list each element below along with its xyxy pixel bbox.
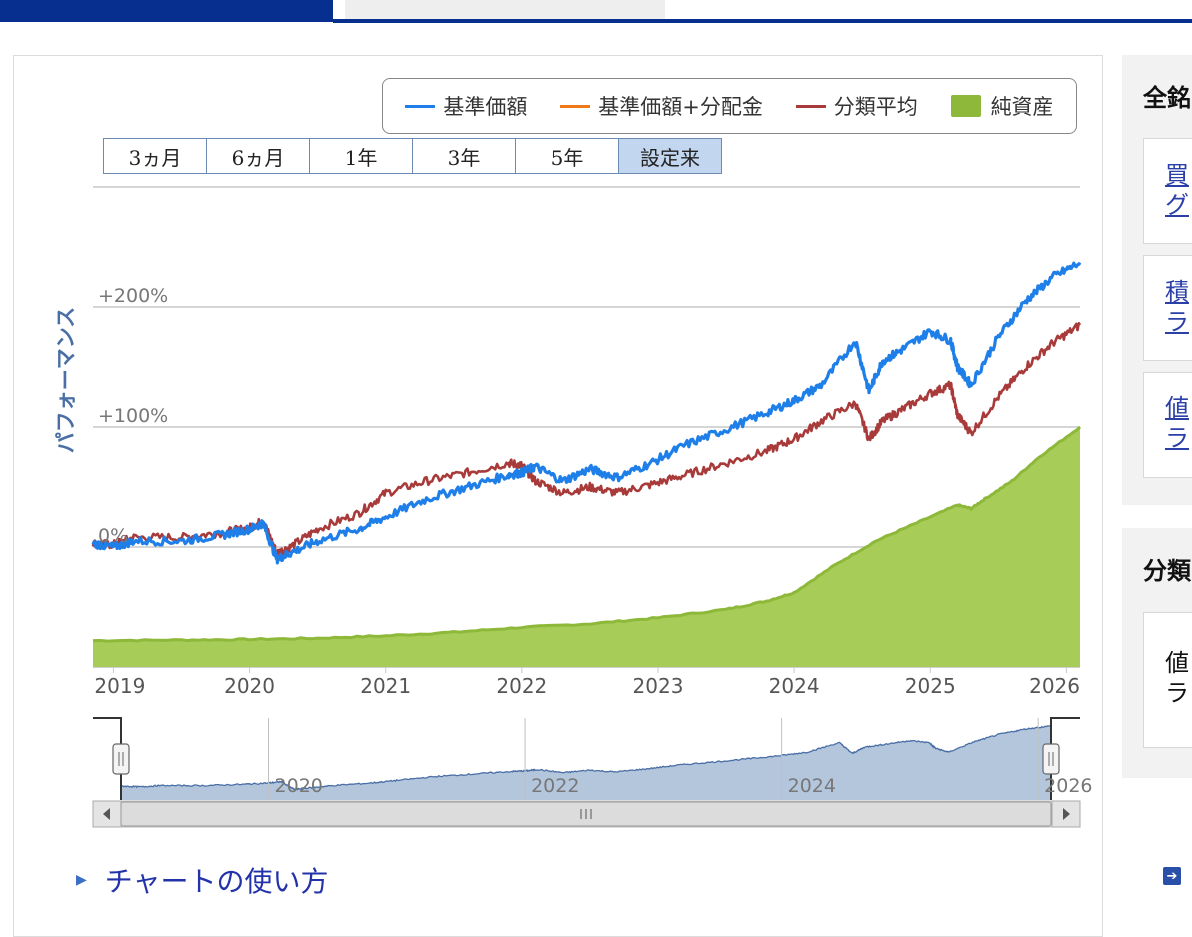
legend-swatch-nav-with-dist	[560, 104, 591, 108]
legend-swatch-nav	[405, 104, 436, 108]
navigator-tick-label: 2024	[788, 775, 836, 797]
x-tick-label: 2021	[360, 674, 411, 698]
top-nav-active-bar	[0, 0, 333, 22]
x-tick-label: 2025	[905, 674, 956, 698]
arrow-right-icon[interactable]: ➔	[1163, 867, 1181, 885]
navigator-area	[121, 725, 1051, 800]
sidebar-header-1: 全銘	[1143, 84, 1191, 112]
range-selector: 3ヵ月 6ヵ月 1年 3年 5年 設定来	[103, 138, 722, 174]
series-line-layer	[91, 261, 1082, 565]
legend-item-net-assets[interactable]: 純資産	[950, 91, 1054, 121]
sidebar-card-4[interactable]	[1143, 612, 1192, 748]
net-assets-area-layer	[92, 425, 1082, 667]
sidebar-card-2-line1[interactable]: 積	[1165, 278, 1189, 306]
bullet-triangle-icon: ▶	[76, 872, 87, 888]
sidebar-card-2-line2[interactable]: ラ	[1165, 308, 1189, 336]
legend-item-category-avg[interactable]: 分類平均	[795, 91, 918, 121]
range-button-since-inception[interactable]: 設定来	[618, 138, 722, 174]
sidebar-card-2[interactable]	[1143, 255, 1192, 361]
legend-label-net-assets: 純資産	[990, 95, 1054, 119]
range-button-1y[interactable]: 1年	[309, 138, 413, 174]
x-tick-label: 2022	[496, 674, 547, 698]
performance-chart: +200% +100% 0% 2019 2020 2021 2022 2023 2024 2025…	[91, 186, 1093, 828]
x-tick-label: 2024	[769, 674, 820, 698]
legend-label-category-avg: 分類平均	[833, 95, 918, 119]
how-to-use-text: チャートの使い方	[104, 865, 329, 898]
navigator-handle-left[interactable]	[112, 743, 130, 775]
how-to-use-link[interactable]: ▶ チャートの使い方	[76, 860, 329, 900]
sidebar-header-2: 分類	[1143, 557, 1191, 585]
handle-grip	[1042, 743, 1060, 775]
legend-item-nav[interactable]: 基準価額	[405, 91, 527, 121]
net-assets-line	[92, 425, 1082, 643]
scroll-right-arrow-icon	[1063, 808, 1070, 820]
range-button-3y[interactable]: 3年	[412, 138, 516, 174]
x-tick-label: 2020	[224, 674, 275, 698]
top-nav-tab[interactable]	[345, 0, 665, 19]
range-button-5y[interactable]: 5年	[515, 138, 619, 174]
navigator-tick-label: 2022	[531, 775, 579, 797]
legend-swatch-net-assets	[950, 95, 981, 117]
y-tick-label: +200%	[98, 285, 168, 307]
navigator-tick-label: 2020	[275, 775, 323, 797]
legend-swatch-category-avg	[795, 104, 826, 108]
sidebar-card-1-line2[interactable]: グ	[1165, 191, 1189, 219]
scroll-left-arrow-icon	[103, 808, 110, 820]
legend-label-nav: 基準価額	[443, 95, 528, 119]
x-tick-label: 2023	[633, 674, 684, 698]
x-tick-label: 2019	[94, 674, 145, 698]
top-nav-underline	[333, 19, 1192, 23]
sidebar-card-4-line2: ラ	[1165, 679, 1189, 707]
navigator-tick-label: 2026	[1044, 775, 1092, 797]
navigator-handle-right[interactable]	[1042, 743, 1060, 775]
series-line-nav	[91, 261, 1082, 565]
navigator-scrollbar[interactable]	[92, 800, 1081, 828]
navigator-line	[120, 725, 1052, 791]
axis-label-layer: +200% +100% 0% 2019 2020 2021 2022 2023 2024 2025…	[94, 285, 1080, 698]
x-tick-label: 2026	[1029, 674, 1080, 698]
handle-grip	[112, 743, 130, 775]
sidebar-card-1-line1[interactable]: 買	[1165, 161, 1189, 189]
y-tick-label: 0%	[98, 525, 128, 547]
sidebar-card-3-line1[interactable]: 値	[1165, 394, 1189, 422]
chart-legend: 基準価額 基準価額+分配金 分類平均 純資産	[382, 78, 1077, 134]
sidebar-card-4-line1: 値	[1165, 649, 1189, 677]
legend-item-nav-with-dist[interactable]: 基準価額+分配金	[560, 91, 763, 121]
net-assets-area	[93, 427, 1080, 667]
sidebar-card-3[interactable]	[1143, 372, 1192, 478]
navigator[interactable]: 2020 2022 2024 2026	[92, 717, 1093, 828]
y-tick-label: +100%	[98, 405, 168, 427]
legend-label-nav-with-dist: 基準価額+分配金	[598, 95, 763, 119]
sidebar-card-1[interactable]	[1143, 138, 1192, 244]
sidebar-card-3-line2[interactable]: ラ	[1165, 424, 1189, 452]
